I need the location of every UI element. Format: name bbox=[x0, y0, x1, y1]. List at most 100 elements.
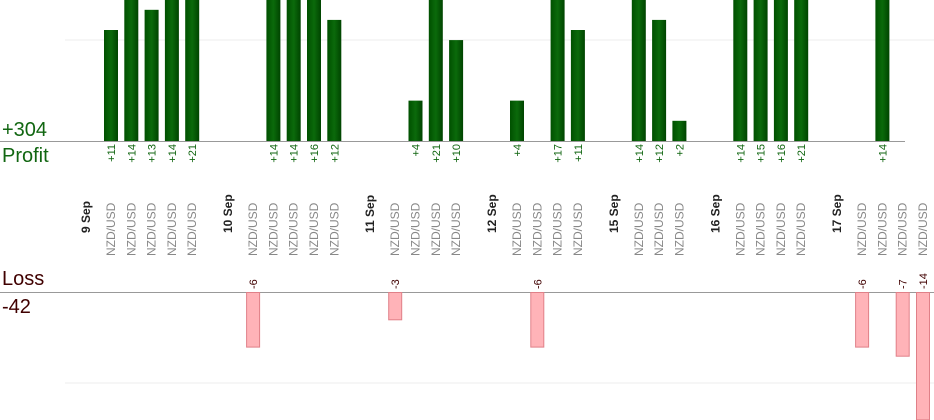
pair-label: NZD/USD bbox=[510, 202, 524, 256]
date-label: 10 Sep bbox=[221, 194, 235, 233]
loss-value-label: -7 bbox=[898, 279, 910, 289]
profit-bar bbox=[652, 19, 667, 142]
loss-value-label: -14 bbox=[918, 273, 930, 289]
loss-bar bbox=[916, 292, 930, 420]
pair-label: NZD/USD bbox=[672, 202, 686, 256]
profit-value-label: +11 bbox=[106, 144, 118, 162]
profit-bar bbox=[550, 0, 565, 142]
pair-label: NZD/USD bbox=[185, 202, 199, 256]
profit-value-label: +14 bbox=[289, 144, 301, 163]
bars bbox=[104, 0, 930, 420]
pair-label: NZD/USD bbox=[327, 202, 341, 256]
profit-value-label: +14 bbox=[268, 144, 280, 163]
profit-bar bbox=[631, 0, 646, 141]
profit-total: +304 bbox=[2, 119, 48, 141]
profit-value-label: +21 bbox=[187, 144, 199, 163]
date-label: 9 Sep bbox=[79, 201, 93, 233]
profit-value-label: +4 bbox=[411, 144, 423, 157]
profit-bar bbox=[307, 0, 321, 141]
profit-bar bbox=[449, 40, 464, 141]
profit-value-label: +16 bbox=[309, 144, 321, 163]
profit-value-label: +16 bbox=[776, 144, 788, 163]
axes bbox=[0, 141, 934, 293]
profit-value-label: +14 bbox=[877, 144, 889, 163]
profit-bar bbox=[408, 100, 423, 141]
profit-bar bbox=[428, 0, 443, 141]
loss-label: Loss bbox=[2, 268, 45, 290]
pair-label: NZD/USD bbox=[652, 202, 666, 256]
labels: 9 Sep NZD/USD +11 NZD/USD +14 NZD/USD +13 NZD/U… bbox=[79, 144, 930, 289]
profit-bar bbox=[164, 0, 179, 141]
pair-label: NZD/USD bbox=[266, 202, 280, 256]
profit-value-label: +14 bbox=[634, 144, 646, 163]
profit-bar bbox=[144, 9, 159, 142]
profit-value-label: +13 bbox=[147, 144, 159, 163]
pair-label: NZD/USD bbox=[754, 202, 768, 256]
profit-value-label: +14 bbox=[167, 144, 179, 163]
pair-label: NZD/USD bbox=[104, 202, 118, 256]
loss-value-label: -3 bbox=[390, 279, 402, 289]
pair-label: NZD/USD bbox=[632, 202, 646, 256]
profit-bar bbox=[510, 100, 524, 141]
profit-value-label: +10 bbox=[451, 144, 463, 163]
loss-value-label: -6 bbox=[857, 279, 869, 289]
pair-label: NZD/USD bbox=[794, 202, 808, 256]
pair-label: NZD/USD bbox=[774, 202, 788, 256]
profit-value-label: +12 bbox=[329, 144, 341, 163]
pair-label: NZD/USD bbox=[733, 202, 747, 256]
profit-bar bbox=[794, 0, 809, 141]
pair-label: NZD/USD bbox=[429, 202, 443, 256]
pair-label: NZD/USD bbox=[896, 202, 910, 256]
date-label: 17 Sep bbox=[830, 194, 844, 233]
profit-value-label: +14 bbox=[735, 144, 747, 163]
profit-bar bbox=[124, 0, 139, 141]
profit-bar bbox=[733, 0, 748, 141]
pair-label: NZD/USD bbox=[165, 202, 179, 256]
loss-bar bbox=[855, 292, 870, 348]
profit-bar bbox=[185, 0, 200, 141]
pair-label: NZD/USD bbox=[124, 202, 138, 256]
profit-value-label: +11 bbox=[573, 144, 585, 162]
gridlines bbox=[65, 39, 934, 384]
profit-bar bbox=[773, 0, 788, 141]
profit-label: Profit bbox=[2, 145, 49, 167]
loss-value-label: -6 bbox=[532, 279, 544, 289]
profit-bar bbox=[753, 0, 768, 141]
profit-value-label: +2 bbox=[674, 144, 686, 157]
profit-bar bbox=[327, 19, 342, 142]
profit-value-label: +14 bbox=[126, 144, 138, 163]
pair-label: NZD/USD bbox=[449, 202, 463, 256]
profit-value-label: +12 bbox=[654, 144, 666, 163]
profit-value-label: +4 bbox=[512, 144, 524, 157]
profit-bar bbox=[286, 0, 301, 141]
profit-value-label: +21 bbox=[796, 144, 808, 163]
loss-bar bbox=[388, 292, 403, 321]
pair-label: NZD/USD bbox=[409, 202, 423, 256]
pair-label: NZD/USD bbox=[530, 202, 544, 256]
pair-label: NZD/USD bbox=[855, 202, 869, 256]
profit-value-label: +17 bbox=[553, 144, 565, 163]
pair-label: NZD/USD bbox=[916, 202, 930, 256]
pair-label: NZD/USD bbox=[571, 202, 585, 256]
profit-value-label: +15 bbox=[756, 144, 768, 163]
date-label: 16 Sep bbox=[708, 194, 722, 233]
pair-label: NZD/USD bbox=[307, 202, 321, 256]
pair-label: NZD/USD bbox=[287, 202, 301, 256]
profit-bar bbox=[672, 120, 687, 141]
profit-bar bbox=[570, 30, 585, 141]
pair-label: NZD/USD bbox=[551, 202, 565, 256]
loss-total: -42 bbox=[2, 296, 31, 318]
loss-bar bbox=[895, 292, 910, 357]
pair-label: NZD/USD bbox=[246, 202, 260, 256]
loss-value-label: -6 bbox=[248, 279, 260, 289]
date-label: 12 Sep bbox=[485, 194, 499, 233]
profit-bar bbox=[266, 0, 281, 141]
pair-label: NZD/USD bbox=[388, 202, 402, 256]
date-label: 11 Sep bbox=[363, 195, 377, 233]
loss-bar bbox=[246, 292, 261, 348]
loss-bar bbox=[530, 292, 545, 348]
profit-bar bbox=[875, 0, 890, 141]
pair-label: NZD/USD bbox=[145, 202, 159, 256]
profit-value-label: +21 bbox=[431, 144, 443, 163]
profit-bar bbox=[104, 30, 118, 141]
